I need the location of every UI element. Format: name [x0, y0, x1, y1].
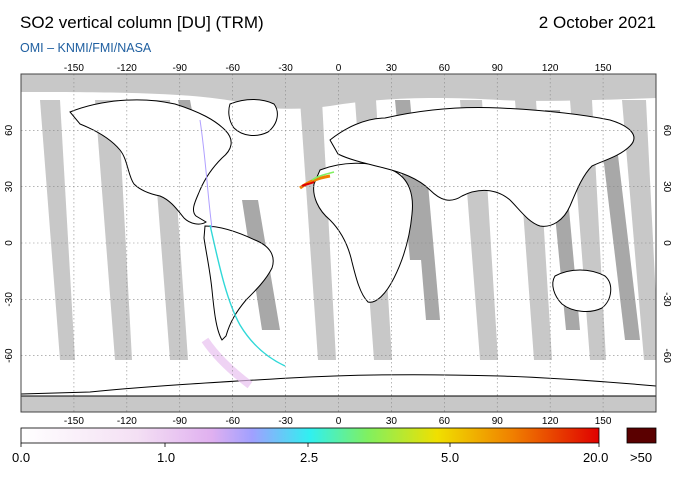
lon-label-bottom: 120	[542, 416, 559, 427]
colorbar-label-2: 2.5	[300, 450, 319, 465]
lon-label-top: 150	[595, 63, 612, 74]
lon-label-bottom: -30	[278, 416, 293, 427]
so2-plume-red	[301, 181, 315, 187]
lon-label-top: -30	[278, 63, 293, 74]
lon-label-bottom: 60	[439, 416, 451, 427]
lon-label-top: 0	[336, 63, 342, 74]
lon-label-bottom: -150	[64, 416, 84, 427]
lon-label-top: 60	[439, 63, 451, 74]
lat-label-right: -60	[661, 348, 672, 363]
lat-label-right: 0	[661, 240, 672, 246]
south-america	[203, 225, 274, 341]
lon-label-top: -150	[64, 63, 84, 74]
lat-label-left: 0	[4, 240, 15, 246]
lat-label-right: 30	[661, 181, 672, 193]
lon-label-bottom: -60	[225, 416, 240, 427]
map-title: SO2 vertical column [DU] (TRM)	[20, 13, 264, 32]
lon-label-top: -60	[225, 63, 240, 74]
lat-label-left: 60	[4, 124, 15, 136]
lon-label-bottom: 150	[595, 416, 612, 427]
australia	[552, 269, 612, 312]
lat-label-left: 30	[4, 181, 15, 193]
lat-label-right: 60	[661, 125, 672, 137]
so2-trace-cyan	[209, 224, 286, 367]
eurasia	[329, 106, 635, 227]
north-america	[69, 99, 232, 225]
greenland	[228, 99, 278, 136]
map-frame	[20, 73, 657, 413]
lon-label-top: -90	[173, 63, 188, 74]
colorbar-overflow	[626, 427, 657, 444]
graticule	[21, 74, 656, 412]
map-date: 2 October 2021	[538, 13, 656, 32]
data-credit: OMI – KNMI/FMI/NASA	[20, 41, 152, 55]
lat-label-right: -30	[661, 292, 672, 307]
lon-label-bottom: -120	[117, 416, 137, 427]
so2-plume-green	[311, 171, 335, 181]
colorbar	[20, 427, 600, 444]
so2-trace-violet	[199, 119, 213, 229]
colorbar-label-1: 1.0	[157, 450, 176, 465]
lon-label-top: 120	[542, 63, 559, 74]
lon-label-top: 90	[492, 63, 504, 74]
lon-label-top: 30	[386, 63, 398, 74]
lat-label-left: -60	[4, 348, 15, 363]
antarctic-no-data	[21, 396, 656, 412]
lon-label-bottom: 0	[336, 416, 342, 427]
lon-label-bottom: 90	[492, 416, 504, 427]
lon-label-bottom: 30	[386, 416, 398, 427]
colorbar-label-4: 20.0	[583, 450, 609, 465]
lon-label-top: -120	[117, 63, 137, 74]
colorbar-label-overflow: >50	[630, 450, 653, 465]
so2-faint-pink	[201, 337, 253, 389]
lat-label-left: -30	[4, 292, 15, 307]
continent-outlines	[21, 99, 656, 397]
axis-labels: -150 -150 -120 -120 -90 -90 -60 -60 -30 -30 0 0 30 30…	[4, 63, 672, 427]
colorbar-label-0: 0.0	[12, 450, 31, 465]
colorbar-label-3: 5.0	[441, 450, 460, 465]
map-layers	[21, 74, 656, 412]
lon-label-bottom: -90	[173, 416, 188, 427]
colorbar-ticks	[20, 443, 600, 447]
